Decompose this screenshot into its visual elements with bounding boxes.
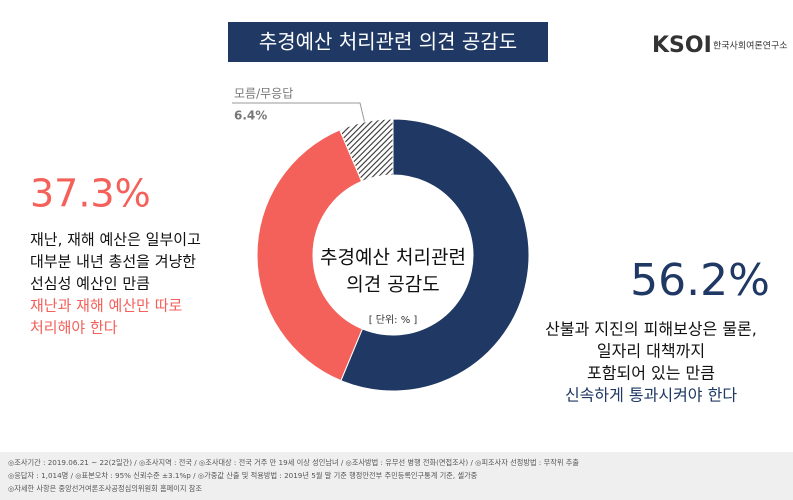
- donut-slice: [256, 129, 364, 382]
- description: 모름/무응답: [234, 87, 293, 101]
- center-title: 추경예산 처리관련: [320, 247, 466, 269]
- description: 재난, 재해 예산은 일부이고: [30, 231, 201, 249]
- title-box: [228, 22, 548, 62]
- footnote: ◎조사기간 : 2019.06.21 ~ 22(2일간) / ◎조사지역 : 전…: [8, 458, 579, 467]
- value-label: 37.3%: [30, 172, 151, 216]
- emphasis: 신속하게 통과시켜야 한다: [565, 386, 737, 405]
- description: 대부분 내년 총선을 겨냥한: [30, 253, 196, 271]
- value-label: 56.2%: [630, 255, 770, 306]
- donut-slice: [339, 118, 394, 183]
- value-label: 6.4%: [234, 109, 267, 123]
- description: 선심성 예산인 만큼: [30, 275, 150, 293]
- chart-title: 추경예산 처리관련 의견 공감도: [259, 30, 517, 54]
- footer-bar: [0, 452, 793, 500]
- unit-label: [ 단위: % ]: [369, 313, 418, 326]
- emphasis: 처리해야 한다: [30, 319, 118, 337]
- center-title: 의견 공감도: [346, 274, 439, 296]
- description: 산불과 지진의 피해보상은 물론,: [545, 320, 757, 339]
- emphasis: 재난과 재해 예산만 따로: [30, 297, 183, 315]
- logo: KSOI: [652, 33, 712, 58]
- leader-line: [232, 102, 367, 129]
- description: 포함되어 있는 만큼: [587, 364, 715, 383]
- donut-slice: [340, 118, 530, 392]
- description: 일자리 대책까지: [597, 342, 705, 361]
- organization: 한국사회여론연구소: [713, 40, 788, 52]
- footnote: ◎자세한 사항은 중앙선거여론조사공정심의위원회 홈페이지 참조: [8, 484, 202, 493]
- footnote: ◎응답자 : 1,014명 / ◎표본오차 : 95% 신뢰수준 ±3.1%p …: [8, 471, 478, 480]
